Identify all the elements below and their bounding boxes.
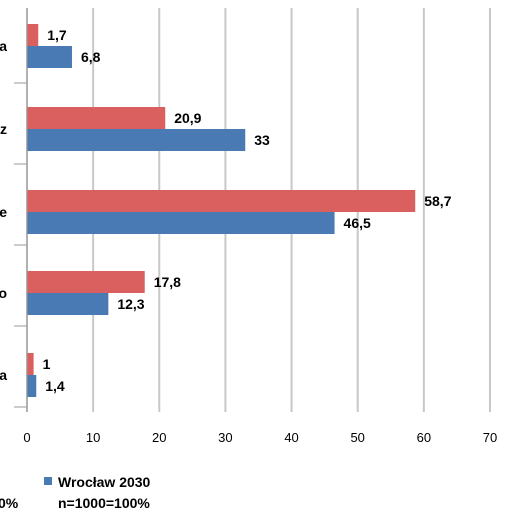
bar-s1-1	[27, 107, 166, 129]
legend-fragment: 0%	[0, 495, 19, 511]
bar-s2-1	[27, 129, 246, 151]
data-label-s1-1: 20,9	[174, 110, 201, 126]
data-label-s2-2: 46,5	[344, 215, 371, 231]
x-tick-label-2: 20	[152, 430, 166, 445]
data-label-s2-3: 12,3	[117, 296, 144, 312]
bar-s1-4	[27, 353, 34, 375]
bar-s2-0	[27, 46, 72, 68]
data-label-s1-2: 58,7	[424, 193, 451, 209]
x-tick-label-4: 40	[284, 430, 298, 445]
x-axis: 0 10 20 30 40 50 60 70	[14, 8, 497, 445]
legend-right: Wrocław 2030 n=1000=100%	[44, 472, 150, 514]
bars	[27, 24, 416, 397]
legend-label-series2: Wrocław 2030	[58, 474, 151, 490]
x-tick-label-0: 0	[23, 430, 30, 445]
data-label-s2-4: 1,4	[45, 378, 65, 394]
category-labels: a z e o a	[0, 38, 7, 383]
data-label-s2-0: 6,8	[81, 49, 101, 65]
data-label-s1-3: 17,8	[154, 274, 181, 290]
legend-swatch-series2	[44, 477, 52, 486]
bar-s2-2	[27, 212, 335, 234]
category-label-0: a	[0, 38, 7, 54]
category-label-1: z	[0, 121, 7, 137]
legend-left: x 0%	[0, 472, 18, 514]
data-labels: 1,7 6,8 20,9 33 58,7 46,5 17,8 12,3 1 1,4	[43, 27, 452, 394]
bar-s1-3	[27, 271, 145, 293]
data-label-s2-1: 33	[254, 132, 270, 148]
category-label-3: o	[0, 285, 7, 301]
bar-s2-4	[27, 375, 37, 397]
x-tick-label-3: 30	[218, 430, 232, 445]
x-tick-label-7: 70	[483, 430, 497, 445]
bar-s2-3	[27, 293, 109, 315]
data-label-s1-4: 1	[43, 356, 51, 372]
x-tick-label-1: 10	[86, 430, 100, 445]
x-tick-label-5: 50	[350, 430, 364, 445]
sample-note: n=1000=100%	[58, 495, 150, 511]
legend-item-series2: Wrocław 2030	[44, 472, 150, 493]
category-label-4: a	[0, 367, 7, 383]
bar-s1-0	[27, 24, 39, 46]
category-label-2: e	[0, 204, 7, 220]
bar-s1-2	[27, 190, 416, 212]
data-label-s1-0: 1,7	[47, 27, 67, 43]
x-tick-label-6: 60	[417, 430, 431, 445]
